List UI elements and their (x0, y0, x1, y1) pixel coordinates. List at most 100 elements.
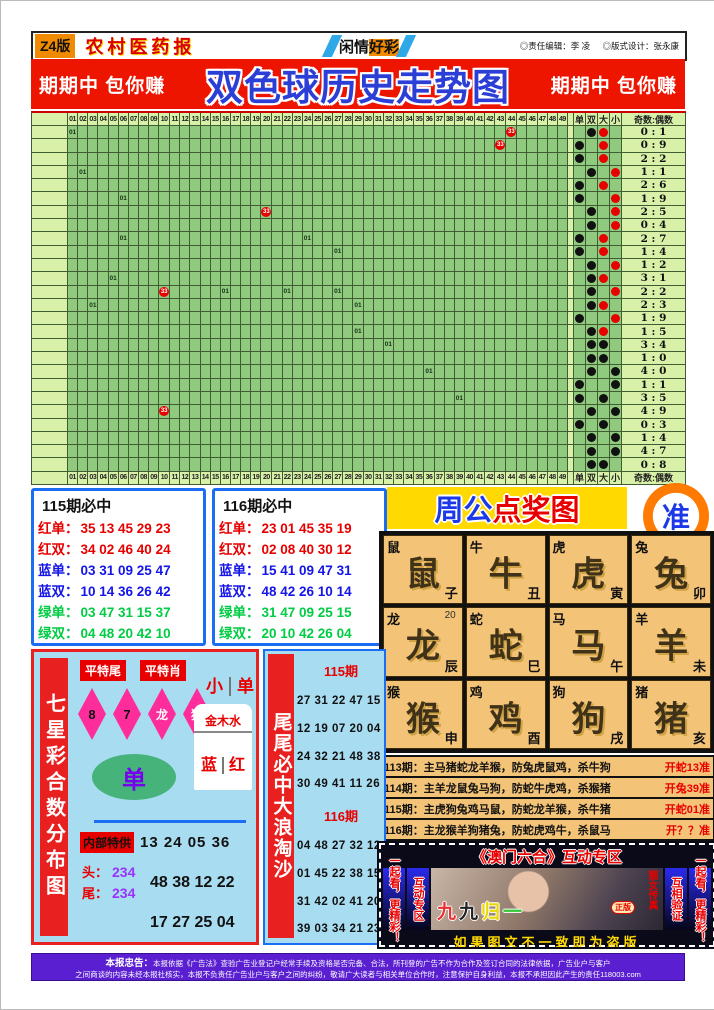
pick-label: 红双： (219, 542, 260, 557)
trend-cell (302, 179, 313, 193)
trend-cell (537, 325, 548, 339)
trend-cell (149, 258, 160, 273)
trend-spacer (567, 152, 574, 166)
trend-cell (424, 298, 435, 313)
head-pick: 头： 234 (82, 862, 135, 883)
pick-panel: 115期必中 红单： 35 13 45 29 23 红双： 34 02 46 40 24… (31, 488, 206, 646)
trend-cell (495, 365, 507, 379)
trend-cell (495, 232, 507, 246)
trend-cell (454, 179, 465, 193)
zodiac-branch: 丑 (527, 586, 541, 602)
trend-cell (414, 258, 425, 273)
trend-col-header: 31 (373, 471, 384, 485)
trend-cell (98, 352, 109, 366)
trend-cell (537, 126, 548, 140)
trend-cell (557, 352, 568, 366)
trend-dot-cell (585, 298, 598, 313)
trend-cell (506, 338, 518, 353)
trend-dot-cell (597, 139, 610, 153)
trend-col-header: 34 (404, 471, 415, 485)
pick-numbers: 10 14 36 26 42 (80, 584, 171, 599)
trend-cell (333, 378, 344, 392)
result-dot (598, 234, 608, 244)
result-dot (574, 194, 584, 204)
trend-cell (506, 458, 518, 472)
trend-cell (180, 126, 191, 140)
prediction-period: 115期： (384, 803, 424, 816)
trend-cell (118, 139, 129, 153)
trend-cell (353, 232, 364, 246)
trend-col-header: 35 (414, 113, 425, 126)
trend-cell (98, 298, 109, 313)
trend-cell (414, 232, 425, 246)
trend-cell (373, 285, 384, 299)
trend-cell (547, 165, 558, 180)
trend-cell (149, 179, 160, 193)
trend-cell (261, 338, 273, 353)
trend-cell (363, 285, 374, 299)
trend-cell (464, 312, 476, 326)
trend-cell (464, 338, 476, 353)
trend-cell: 01 (118, 192, 129, 206)
trend-cell (475, 298, 486, 313)
trend-cell (302, 418, 313, 432)
trend-cell (506, 391, 518, 406)
trend-cell (302, 139, 313, 153)
trend-row-label (32, 152, 68, 166)
trend-cell (210, 365, 221, 379)
trend-cell (485, 458, 496, 472)
trend-cell (485, 139, 496, 153)
zodiac-note: 20 (444, 610, 456, 622)
trend-cell (108, 458, 119, 472)
trend-cell (393, 285, 405, 299)
trend-cell (220, 258, 231, 273)
trend-cell (88, 365, 99, 379)
trend-cell (159, 312, 171, 326)
trend-cell (527, 312, 538, 326)
trend-cell (159, 338, 171, 353)
aomen-title: 《澳门六合》互动专区 (471, 849, 622, 866)
trend-col-header: 37 (434, 113, 445, 126)
trend-cell (180, 205, 191, 220)
trend-cell (118, 152, 129, 166)
pick-label: 红双： (38, 542, 79, 557)
trend-dot-cell (585, 205, 598, 220)
trend-cell (190, 325, 201, 339)
trend-col-header: 36 (424, 113, 435, 126)
red-ball-33: 33 (159, 286, 170, 297)
result-dot (574, 420, 584, 430)
trend-cell (383, 126, 394, 140)
trend-cell (302, 219, 313, 233)
trend-cell (220, 445, 231, 459)
trend-dot-header: 双 (585, 113, 598, 126)
trend-cell (251, 205, 262, 220)
trend-cell (353, 378, 364, 392)
trend-spacer (567, 113, 574, 126)
trend-dot-cell (609, 445, 622, 459)
trend-cell (108, 219, 119, 233)
trend-cell (230, 139, 242, 153)
trend-cell (108, 205, 119, 220)
trend-col-header: 30 (363, 471, 374, 485)
trend-cell (414, 391, 425, 406)
trend-cell (68, 418, 79, 432)
trend-cell (138, 391, 150, 406)
trend-cell (200, 139, 211, 153)
trend-cell (527, 205, 538, 220)
trend-cell (547, 352, 558, 366)
trend-col-header: 27 (333, 471, 344, 485)
trend-spacer (567, 471, 574, 485)
trend-cell (190, 298, 201, 313)
lan-label: 蓝 (200, 757, 217, 774)
trend-cell (404, 298, 415, 313)
trend-cell (383, 405, 394, 419)
trend-cell (527, 165, 538, 180)
trend-cell (200, 179, 211, 193)
trend-cell (312, 139, 324, 153)
trend-cell (373, 272, 384, 286)
trend-cell (210, 165, 221, 180)
trend-cell (241, 165, 252, 180)
trend-cell (485, 325, 496, 339)
trend-cell (251, 139, 262, 153)
trend-cell (537, 165, 548, 180)
